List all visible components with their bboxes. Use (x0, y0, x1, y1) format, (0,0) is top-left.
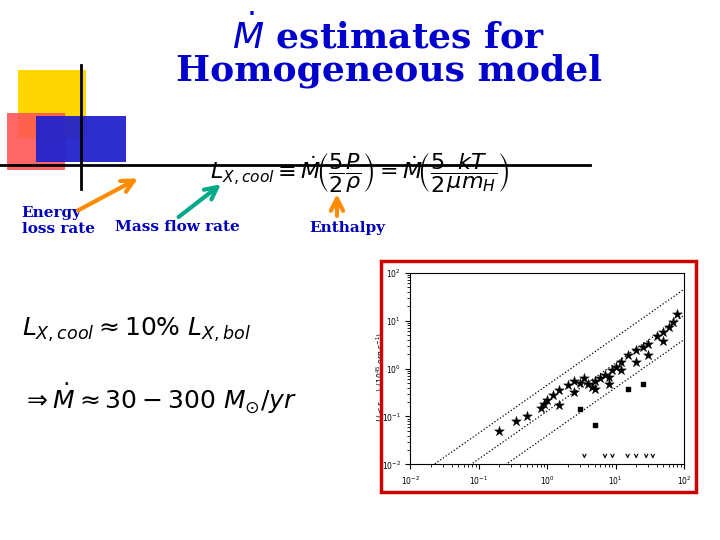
Text: $L(<r_{cool})\ (10^{45}\ \mathrm{erg\ s^{-1}})$: $L(<r_{cool})\ (10^{45}\ \mathrm{erg\ s^… (374, 332, 389, 422)
Text: Enthalpy: Enthalpy (310, 221, 386, 235)
Bar (18, 70, 86, 138)
Point (574, 405, 585, 414)
Point (510, 417, 522, 426)
Point (541, 396, 553, 404)
Point (582, 380, 594, 388)
Point (579, 373, 590, 382)
Point (494, 427, 505, 435)
Text: $\dot{M}$ estimates for: $\dot{M}$ estimates for (233, 14, 545, 55)
Point (657, 336, 669, 345)
Point (589, 377, 600, 386)
Bar (7, 113, 65, 170)
Point (595, 373, 606, 382)
Point (637, 343, 649, 352)
Point (667, 318, 679, 326)
Point (651, 332, 662, 340)
Text: $L_{X,cool} \approx 10\%\ L_{X,bol}$: $L_{X,cool} \approx 10\%\ L_{X,bol}$ (22, 316, 251, 344)
Point (589, 421, 600, 430)
Text: Homogeneous model: Homogeneous model (176, 54, 602, 89)
Bar (36, 116, 126, 162)
Text: Peres et al. (1998) $L_{bal}\ (10^{44}\ \mathrm{erg\ s^{-1}})$: Peres et al. (1998) $L_{bal}\ (10^{44}\ … (389, 472, 556, 487)
Text: $L_{X,cool} \equiv \dot{M}\!\left(\dfrac{5}{2}\dfrac{P}{\rho}\right) = \dot{M}\!: $L_{X,cool} \equiv \dot{M}\!\left(\dfrac… (210, 151, 510, 194)
Point (672, 309, 683, 318)
Point (562, 381, 574, 389)
Text: $\Rightarrow \dot{M} \approx 30 - 300\ M_{\odot}/yr$: $\Rightarrow \dot{M} \approx 30 - 300\ M… (22, 381, 297, 416)
Point (535, 404, 546, 413)
Point (631, 357, 642, 366)
Point (569, 377, 580, 386)
Point (616, 357, 627, 366)
Point (607, 365, 618, 374)
Point (599, 370, 611, 379)
Text: Energy
loss rate: Energy loss rate (22, 206, 94, 237)
Point (539, 400, 550, 409)
Point (554, 386, 565, 395)
Bar (381, 261, 696, 492)
Point (589, 384, 600, 393)
Point (610, 362, 621, 371)
Point (642, 339, 654, 348)
Point (631, 346, 642, 355)
Point (603, 380, 615, 388)
Point (521, 412, 532, 421)
Point (642, 351, 654, 360)
Point (616, 365, 627, 374)
Point (622, 351, 634, 360)
Point (574, 379, 585, 387)
Point (554, 401, 565, 410)
Text: Mass flow rate: Mass flow rate (115, 220, 240, 234)
Point (586, 382, 598, 391)
Point (637, 380, 649, 388)
Point (663, 322, 675, 331)
Point (569, 388, 580, 396)
Point (657, 328, 669, 336)
Point (547, 391, 559, 400)
Point (603, 372, 615, 381)
Point (622, 384, 634, 393)
